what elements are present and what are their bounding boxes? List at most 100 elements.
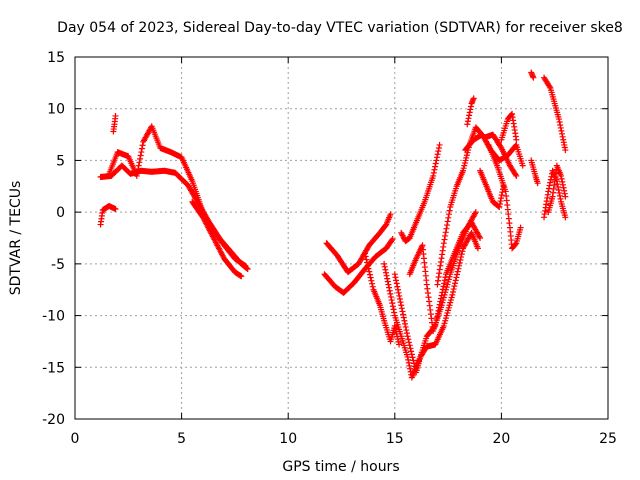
series-arc-3	[189, 198, 245, 280]
data-point	[498, 195, 505, 202]
y-tick-label: 5	[56, 153, 65, 169]
series-arc-7	[323, 211, 394, 276]
series-arc-12	[398, 141, 443, 245]
series-arc-21	[541, 74, 569, 154]
y-tick-label: 0	[56, 205, 65, 221]
data-point	[408, 351, 415, 358]
data-point	[562, 193, 569, 200]
data-point	[445, 211, 452, 218]
data-point	[396, 296, 403, 303]
data-point	[410, 357, 417, 364]
data-point	[138, 145, 145, 152]
data-point	[393, 277, 400, 284]
data-point	[366, 271, 373, 278]
series-arc-18	[498, 110, 520, 143]
data-point	[434, 154, 441, 161]
x-tick-label: 10	[279, 431, 297, 447]
data-point	[451, 283, 458, 290]
data-point	[382, 269, 389, 276]
data-point	[381, 263, 388, 270]
data-point	[381, 260, 388, 267]
data-point	[466, 112, 473, 119]
data-point	[403, 330, 410, 337]
data-point	[561, 187, 568, 194]
data-point	[406, 342, 413, 349]
series-arc-17	[485, 141, 524, 252]
data-point	[365, 265, 372, 272]
data-point	[435, 145, 442, 152]
data-point	[454, 271, 461, 278]
data-point	[368, 277, 375, 284]
data-point	[441, 236, 448, 243]
data-point	[430, 169, 437, 176]
data-marks	[97, 69, 569, 381]
data-point	[557, 195, 564, 202]
series-arc-11	[406, 209, 479, 335]
data-point	[450, 286, 457, 293]
data-point	[389, 236, 396, 243]
data-point	[137, 152, 144, 159]
data-point	[382, 266, 389, 273]
data-point	[519, 162, 526, 169]
data-point	[449, 291, 456, 298]
data-point	[367, 274, 374, 281]
data-point	[444, 218, 451, 225]
data-point	[138, 149, 145, 156]
data-point	[452, 277, 459, 284]
y-tick-label: -15	[42, 360, 65, 376]
data-point	[464, 118, 471, 125]
data-point	[385, 281, 392, 288]
series-arc-8	[361, 250, 403, 348]
y-tick-label: -20	[42, 412, 65, 428]
y-axis-label: SDTVAR / TECUs	[8, 181, 24, 296]
data-point	[389, 300, 396, 307]
x-tick-label: 15	[386, 431, 404, 447]
data-point	[545, 188, 552, 195]
data-point	[452, 280, 459, 287]
data-point	[517, 224, 524, 231]
data-point	[561, 190, 568, 197]
data-point	[397, 299, 404, 306]
data-point	[513, 136, 520, 143]
data-point	[557, 124, 564, 131]
data-point	[407, 365, 414, 372]
series-arc-2	[106, 123, 249, 269]
data-point	[450, 288, 457, 295]
data-point	[393, 280, 400, 287]
data-point	[558, 127, 565, 134]
data-point	[369, 283, 376, 290]
grid-lines	[75, 57, 608, 419]
data-point	[498, 192, 505, 199]
data-point	[405, 356, 412, 363]
series-arc-19	[528, 157, 541, 187]
data-point	[436, 141, 443, 148]
data-point	[467, 106, 474, 113]
data-point	[387, 290, 394, 297]
data-point	[442, 232, 449, 239]
data-point	[408, 348, 415, 355]
data-point	[534, 180, 541, 187]
x-tick-label: 20	[492, 431, 510, 447]
data-point	[432, 160, 439, 167]
x-axis-label: GPS time / hours	[282, 459, 399, 475]
data-point	[470, 95, 477, 102]
x-tick-label: 25	[599, 431, 617, 447]
data-point	[465, 115, 472, 122]
data-point	[555, 186, 562, 193]
data-point	[389, 303, 396, 310]
data-point	[405, 336, 412, 343]
data-point	[244, 266, 251, 273]
data-point	[394, 336, 401, 343]
data-point	[409, 354, 416, 361]
data-point	[466, 109, 473, 116]
data-point	[135, 166, 142, 173]
data-point	[404, 333, 411, 340]
data-point	[457, 256, 464, 263]
data-point	[400, 314, 407, 321]
data-point	[364, 259, 371, 266]
data-point	[441, 277, 448, 284]
data-point	[384, 278, 391, 285]
data-point	[497, 198, 504, 205]
y-tick-label: 10	[47, 102, 65, 118]
data-point	[430, 172, 437, 179]
